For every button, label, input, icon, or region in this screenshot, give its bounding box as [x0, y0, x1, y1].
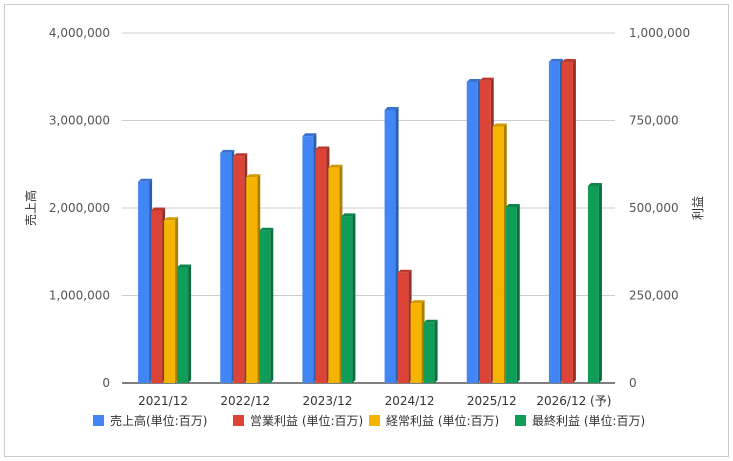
x-category-label: 2021/12	[138, 394, 188, 408]
legend-label: 経常利益 (単位:百万)	[386, 413, 499, 428]
bar	[587, 185, 599, 383]
bar-top	[246, 174, 261, 178]
legend-swatch	[93, 415, 104, 426]
legend-swatch	[369, 415, 380, 426]
bar-top	[410, 300, 425, 304]
bar	[466, 82, 478, 383]
bar	[246, 177, 258, 383]
legend-swatch	[233, 415, 244, 426]
bar	[151, 210, 163, 383]
bar-top	[151, 207, 166, 211]
bar-top	[466, 79, 481, 82]
bar-top	[341, 213, 356, 217]
bar-top	[138, 178, 153, 182]
bar-top	[220, 149, 235, 153]
right-tick-label: 1,000,000	[629, 26, 690, 40]
bar-top	[561, 59, 576, 63]
bar-top	[384, 107, 399, 110]
bar	[548, 61, 560, 383]
bar-side	[572, 59, 576, 384]
bar-chart: 0 0 1,000,000 250,000 2,000,000 500,000 3,000,…	[23, 26, 705, 428]
bar	[328, 167, 340, 383]
left-tick-label: 3,000,000	[49, 114, 110, 128]
bar-top	[302, 133, 317, 137]
bar-top	[315, 146, 330, 150]
left-tick-label: 0	[102, 376, 110, 390]
left-tick-label: 1,000,000	[49, 289, 110, 303]
bar	[302, 136, 314, 383]
bar	[315, 149, 327, 383]
right-axis-title: 利益	[691, 196, 705, 220]
bar-top	[233, 153, 248, 157]
bar-top	[164, 217, 179, 221]
bar	[220, 152, 232, 383]
left-tick-label: 2,000,000	[49, 201, 110, 215]
bar-top	[492, 123, 507, 127]
chart-frame: 0 0 1,000,000 250,000 2,000,000 500,000 3,000,…	[4, 4, 729, 457]
right-tick-label: 750,000	[629, 114, 679, 128]
right-tick-label: 500,000	[629, 201, 679, 215]
bar	[479, 80, 491, 383]
bar	[138, 181, 150, 383]
bar-top	[587, 182, 602, 186]
bar	[177, 267, 189, 383]
bar-top	[479, 77, 494, 81]
bar-top	[423, 319, 438, 323]
bar-top	[548, 58, 563, 62]
bar	[410, 303, 422, 383]
bar-side	[598, 182, 602, 383]
legend-label: 最終利益 (単位:百万)	[532, 413, 645, 428]
bar-side	[270, 227, 274, 383]
bar-top	[397, 269, 412, 273]
bar-side	[434, 319, 438, 383]
bar	[397, 272, 409, 383]
bar-top	[177, 264, 192, 268]
bar	[164, 220, 176, 383]
bar-side	[188, 264, 192, 383]
bar	[505, 206, 517, 383]
left-axis-title: 売上高	[23, 190, 38, 226]
legend-label: 営業利益 (単位:百万)	[250, 413, 363, 428]
bar	[492, 126, 504, 383]
x-category-label: 2023/12	[302, 394, 352, 408]
x-category-label: 2022/12	[220, 394, 270, 408]
bar-top	[505, 203, 520, 207]
bar	[259, 230, 271, 383]
bar-top	[259, 227, 274, 231]
bar	[341, 216, 353, 383]
bar	[384, 110, 396, 383]
legend-swatch	[515, 415, 526, 426]
x-category-label: 2026/12 (予)	[536, 394, 611, 408]
right-tick-label: 0	[629, 376, 637, 390]
bar	[561, 62, 573, 384]
bar-side	[516, 203, 520, 383]
right-tick-label: 250,000	[629, 289, 679, 303]
left-tick-label: 4,000,000	[49, 26, 110, 40]
bar-side	[352, 213, 356, 383]
bar-top	[328, 164, 343, 168]
legend-label: 売上高(単位:百万)	[110, 413, 207, 428]
bar	[423, 322, 435, 383]
bar	[233, 156, 245, 383]
x-category-label: 2025/12	[467, 394, 517, 408]
x-category-label: 2024/12	[385, 394, 435, 408]
